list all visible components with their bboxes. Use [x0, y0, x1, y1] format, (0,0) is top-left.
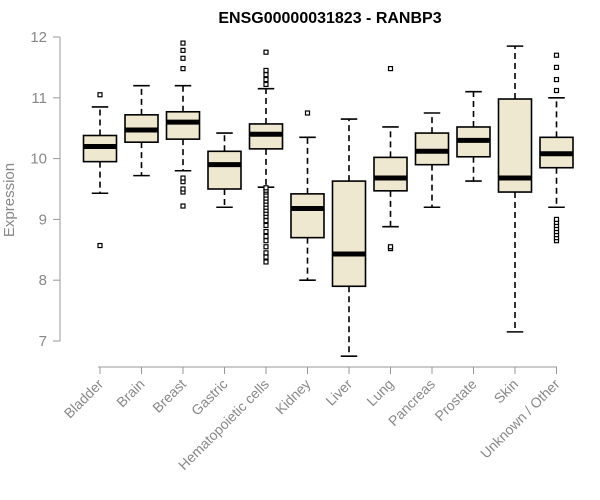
outlier-point [180, 66, 186, 72]
box-body [207, 150, 242, 190]
outlier-point [263, 259, 269, 265]
box-4 [207, 132, 242, 209]
x-tick-label: Skin [491, 376, 522, 407]
outlier-point [304, 110, 311, 116]
outlier-point [263, 49, 269, 55]
x-tick-label: Kidney [272, 376, 314, 418]
outlier-point [263, 244, 269, 250]
outlier-point [180, 175, 186, 181]
outlier-point [387, 66, 394, 72]
box-10 [456, 90, 491, 182]
outlier-point [263, 76, 269, 83]
box-6 [290, 110, 325, 282]
box-12 [539, 52, 574, 244]
y-axis-label: Expression [1, 163, 18, 237]
box-body [165, 110, 201, 140]
outlier-point [263, 238, 269, 244]
x-tick-label: Breast [149, 376, 189, 416]
outlier-point [263, 67, 269, 74]
y-ticks: 7 8 9 10 11 12 [30, 29, 60, 350]
x-tick-label: Unknown / Other [477, 376, 563, 462]
box-11 [497, 45, 533, 333]
outlier-point [97, 92, 103, 98]
outlier-point [180, 186, 186, 192]
x-tick-label: Prostate [431, 376, 479, 424]
box-5 [248, 49, 284, 265]
x-tick-label: Liver [322, 376, 355, 409]
outlier-point [263, 72, 269, 78]
x-tick-label: Lung [363, 376, 396, 409]
outlier-point [180, 203, 186, 209]
box-7 [331, 118, 367, 358]
outlier-point [553, 76, 560, 83]
boxes [82, 40, 574, 358]
outlier-point [263, 222, 269, 229]
outlier-point [263, 254, 269, 260]
outlier-point [263, 228, 269, 235]
box-body [290, 193, 325, 239]
outlier-point [263, 185, 269, 191]
box-1 [82, 92, 118, 249]
outlier-point [553, 64, 560, 71]
outlier-point [263, 250, 269, 256]
outlier-point [263, 218, 269, 224]
outlier-point [180, 55, 186, 61]
outlier-point [97, 242, 103, 249]
y-tick-label: 9 [39, 211, 47, 228]
box-9 [414, 112, 450, 209]
box-body [373, 156, 408, 192]
y-tick-label: 12 [30, 29, 47, 46]
chart-title: ENSG00000031823 - RANBP3 [218, 10, 441, 27]
box-body [331, 180, 367, 288]
outlier-point [553, 87, 560, 94]
outlier-point [553, 52, 560, 58]
box-2 [124, 84, 159, 177]
y-tick-label: 7 [39, 333, 47, 350]
y-tick-label: 8 [39, 272, 47, 289]
x-tick-label: Brain [113, 376, 147, 410]
outlier-point [180, 40, 186, 46]
outlier-point [263, 81, 269, 88]
box-3 [165, 40, 201, 209]
box-8 [373, 66, 408, 252]
outlier-point [553, 216, 560, 222]
outlier-point [180, 47, 186, 53]
y-tick-label: 11 [31, 90, 47, 107]
x-tick-label: Bladder [61, 376, 107, 422]
outlier-point [263, 233, 269, 240]
y-tick-label: 10 [30, 151, 47, 168]
outlier-point [387, 244, 394, 250]
